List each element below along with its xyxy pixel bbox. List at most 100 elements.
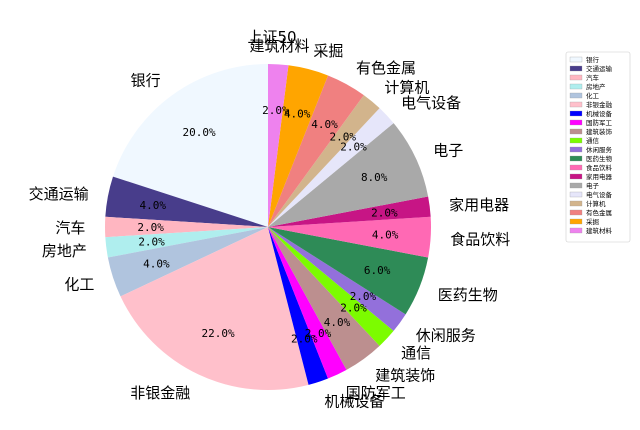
- pie-category-label: 建筑材料: [249, 37, 309, 55]
- legend-swatch: [569, 173, 583, 180]
- pie-category-label: 有色金属: [356, 59, 416, 77]
- pie-percent-label: 4.0%: [143, 257, 170, 270]
- pie-slice-9: [268, 227, 380, 370]
- pie-slice-15: [268, 123, 429, 227]
- legend-label: 建筑装饰: [586, 127, 613, 136]
- legend-swatch: [569, 191, 583, 198]
- legend-swatch: [569, 83, 583, 90]
- pie-category-label: 机械设备: [324, 393, 384, 411]
- pie-category-label: 电子: [433, 141, 463, 159]
- legend-label: 休闲服务: [586, 145, 613, 154]
- pie-category-label: 家用电器: [449, 196, 509, 214]
- pie-percent-label: 4.0%: [372, 228, 399, 241]
- pie-category-label: 电气设备: [401, 94, 461, 112]
- pie-percent-label: 2.0%: [262, 104, 289, 117]
- pie-category-label: 银行: [131, 71, 161, 89]
- pie-slice-6: [120, 227, 309, 391]
- legend-label: 国防军工: [586, 118, 613, 127]
- pie-percent-label: 22.0%: [201, 327, 234, 340]
- pie-slice-12: [268, 227, 429, 315]
- pie-percent-label: 2.0%: [330, 131, 357, 144]
- legend-label: 电子: [586, 181, 600, 190]
- pie-percent-label: 2.0%: [371, 206, 398, 219]
- pie-percent-label: 20.0%: [182, 126, 215, 139]
- legend-label: 采掘: [586, 217, 600, 226]
- pie-category-label: 建筑装饰: [375, 367, 435, 385]
- pie-category-label: 计算机: [384, 78, 429, 96]
- pie-percent-label: 2.0%: [340, 141, 367, 154]
- pie-slice-13: [268, 216, 432, 258]
- legend-label: 电气设备: [586, 190, 613, 199]
- legend-label: 机械设备: [586, 109, 613, 118]
- legend-swatch: [569, 200, 583, 207]
- legend: 银行交通运输汽车房地产化工非银金融机械设备国防军工建筑装饰通信休闲服务医药生物食…: [565, 51, 631, 243]
- legend-label: 家用电器: [586, 172, 613, 181]
- legend-label: 汽车: [586, 73, 600, 82]
- legend-label: 交通运输: [586, 64, 613, 73]
- legend-swatch: [569, 182, 583, 189]
- pie-category-label: 汽车: [55, 219, 85, 237]
- pie-percent-label: 4.0%: [311, 118, 338, 131]
- legend-swatch: [569, 74, 583, 81]
- pie-slice-7: [268, 227, 328, 385]
- pie-slices: [104, 64, 432, 391]
- legend-swatch: [569, 209, 583, 216]
- pie-percent-label: 8.0%: [361, 171, 388, 184]
- legend-label: 计算机: [586, 199, 606, 208]
- legend-label: 通信: [586, 136, 600, 145]
- pie-category-label: 医药生物: [438, 286, 498, 304]
- pie-slice-3: [104, 216, 268, 238]
- pie-percent-label: 2.0%: [350, 290, 377, 303]
- pie-category-label: 通信: [401, 344, 431, 362]
- legend-swatch: [569, 164, 583, 171]
- pie-slice-4: [105, 227, 268, 258]
- pie-slice-19: [268, 65, 328, 227]
- pie-slice-11: [268, 227, 406, 331]
- legend-label: 食品饮料: [586, 163, 613, 172]
- legend-label: 非银金融: [586, 100, 613, 109]
- legend-swatch: [569, 101, 583, 108]
- pie-percent-label: 4.0%: [324, 316, 351, 329]
- legend-swatch: [569, 65, 583, 72]
- pie-slice-5: [107, 227, 268, 297]
- legend-label: 银行: [586, 55, 600, 64]
- legend-swatch: [569, 218, 583, 225]
- pie-category-label: 房地产: [42, 242, 87, 260]
- pie-percent-label: 6.0%: [364, 264, 391, 277]
- pie-slice-20: [268, 64, 289, 227]
- legend-label: 建筑材料: [586, 226, 613, 235]
- pie-category-label: 交通运输: [29, 185, 89, 203]
- legend-swatch: [569, 119, 583, 126]
- pie-percent-label: 2.0%: [340, 301, 367, 314]
- pie-slice-16: [268, 108, 394, 227]
- legend-swatch: [569, 137, 583, 144]
- legend-swatch: [569, 110, 583, 117]
- pie-percent-label: 4.0%: [139, 199, 166, 212]
- legend-swatch: [569, 155, 583, 162]
- pie-category-label: 化工: [64, 275, 94, 293]
- pie-slice-10: [268, 227, 394, 346]
- pie-percent-label: 2.0%: [291, 333, 318, 346]
- pie-category-label: 国防军工: [346, 384, 406, 402]
- pie-percent-label: 2.0%: [305, 327, 332, 340]
- pie-slice-1: [112, 64, 268, 227]
- pie-slice-14: [268, 196, 431, 227]
- pie-percent-labels: 20.0%4.0%2.0%2.0%4.0%22.0% 2.0%2.0%4.0%2.…: [137, 104, 398, 346]
- legend-label: 有色金属: [586, 208, 612, 217]
- legend-label: 医药生物: [586, 154, 613, 163]
- pie-percent-label: 2.0%: [138, 236, 165, 249]
- pie-category-label: 采掘: [313, 42, 343, 60]
- legend-swatch: [569, 146, 583, 153]
- chart-title: 上证50: [247, 28, 296, 46]
- pie-slice-2: [105, 176, 268, 227]
- legend-swatch: [569, 128, 583, 135]
- pie-slice-17: [268, 95, 380, 227]
- legend-label: 化工: [586, 91, 600, 100]
- pie-slice-18: [268, 75, 364, 227]
- legend-swatch: [569, 56, 583, 63]
- legend-swatch: [569, 92, 583, 99]
- legend-label: 房地产: [586, 82, 606, 91]
